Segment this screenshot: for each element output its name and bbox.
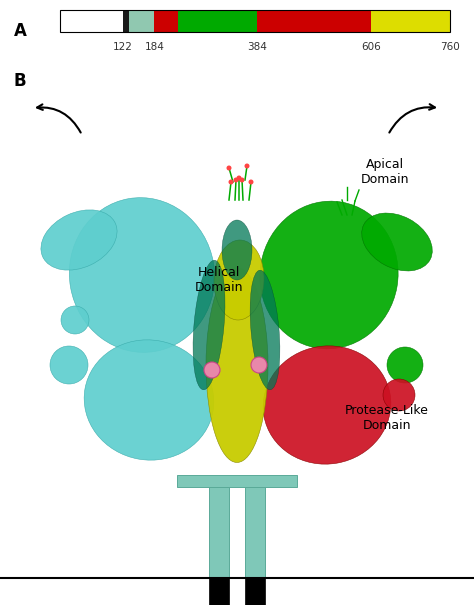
Circle shape — [227, 166, 231, 171]
Ellipse shape — [50, 346, 88, 384]
Ellipse shape — [250, 270, 280, 390]
Bar — [209, 487, 229, 578]
Text: 760: 760 — [440, 42, 460, 52]
Bar — [257, 10, 371, 32]
Bar — [209, 578, 229, 605]
Ellipse shape — [84, 340, 214, 460]
Bar — [60, 10, 123, 32]
Ellipse shape — [193, 260, 225, 390]
Text: Protease-Like
Domain: Protease-Like Domain — [345, 404, 429, 432]
Ellipse shape — [206, 267, 268, 462]
Circle shape — [228, 180, 234, 185]
Ellipse shape — [222, 220, 252, 280]
Ellipse shape — [263, 346, 391, 464]
Circle shape — [237, 175, 241, 180]
Text: B: B — [14, 72, 27, 90]
Text: 184: 184 — [145, 42, 164, 52]
Bar — [371, 10, 450, 32]
Bar — [178, 10, 257, 32]
Circle shape — [234, 177, 238, 183]
Bar — [245, 578, 265, 605]
Bar — [245, 487, 265, 578]
Ellipse shape — [387, 347, 423, 383]
Bar — [60, 10, 450, 32]
Bar — [129, 10, 155, 32]
Text: Helical
Domain: Helical Domain — [195, 266, 243, 294]
Ellipse shape — [214, 240, 264, 320]
Ellipse shape — [383, 379, 415, 411]
Text: 122: 122 — [113, 42, 133, 52]
Circle shape — [251, 357, 267, 373]
Ellipse shape — [260, 201, 398, 349]
Circle shape — [245, 163, 249, 169]
Text: 606: 606 — [361, 42, 381, 52]
Bar — [155, 10, 178, 32]
Circle shape — [204, 362, 220, 378]
Circle shape — [239, 177, 245, 183]
Ellipse shape — [362, 213, 432, 271]
Bar — [177, 475, 297, 487]
Ellipse shape — [69, 198, 215, 352]
Ellipse shape — [61, 306, 89, 334]
Text: A: A — [14, 22, 27, 40]
Bar — [123, 10, 129, 32]
Text: Apical
Domain: Apical Domain — [361, 158, 409, 186]
Circle shape — [248, 180, 254, 185]
Text: 384: 384 — [247, 42, 267, 52]
Ellipse shape — [41, 210, 117, 270]
